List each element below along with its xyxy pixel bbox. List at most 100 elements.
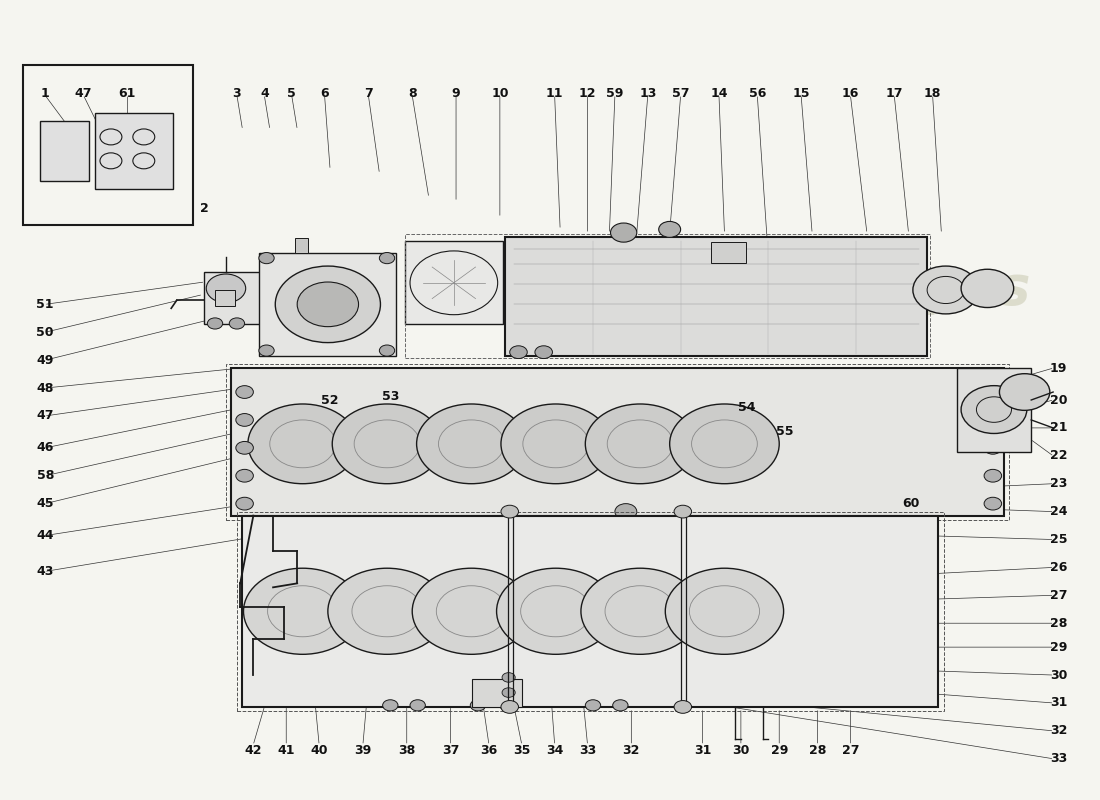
Circle shape bbox=[984, 470, 1002, 482]
Text: 54: 54 bbox=[738, 402, 755, 414]
Bar bbox=[473, 679, 521, 707]
Text: 31: 31 bbox=[1049, 697, 1067, 710]
Text: 14: 14 bbox=[711, 86, 728, 99]
Text: 39: 39 bbox=[354, 744, 372, 758]
Bar bbox=[405, 234, 931, 358]
Text: 53: 53 bbox=[382, 390, 399, 402]
Text: 9: 9 bbox=[452, 86, 461, 99]
Text: 1: 1 bbox=[41, 86, 50, 99]
Bar bbox=[957, 368, 1031, 452]
Circle shape bbox=[235, 414, 253, 426]
Text: 35: 35 bbox=[513, 744, 530, 758]
Bar bbox=[23, 65, 194, 225]
Circle shape bbox=[502, 688, 515, 698]
Text: 50: 50 bbox=[36, 326, 54, 338]
Text: 52: 52 bbox=[321, 394, 339, 406]
Circle shape bbox=[500, 404, 610, 484]
Circle shape bbox=[913, 266, 979, 314]
Bar bbox=[505, 237, 927, 356]
Text: 33: 33 bbox=[579, 744, 596, 758]
Text: 60: 60 bbox=[902, 497, 920, 510]
Circle shape bbox=[674, 701, 692, 714]
Text: 6: 6 bbox=[320, 86, 329, 99]
Circle shape bbox=[535, 346, 552, 358]
Circle shape bbox=[383, 700, 398, 711]
Text: 13: 13 bbox=[639, 86, 657, 99]
Circle shape bbox=[615, 504, 637, 519]
Text: 40: 40 bbox=[310, 744, 328, 758]
Circle shape bbox=[332, 404, 442, 484]
Text: 7: 7 bbox=[364, 86, 373, 99]
Bar bbox=[405, 241, 503, 324]
Text: 18: 18 bbox=[924, 86, 942, 99]
Bar bbox=[231, 368, 1004, 515]
Text: 24: 24 bbox=[1049, 505, 1067, 518]
Text: 42: 42 bbox=[244, 744, 262, 758]
Bar bbox=[712, 242, 747, 263]
Text: 1985: 1985 bbox=[878, 409, 1008, 473]
Circle shape bbox=[500, 506, 518, 518]
Text: 41: 41 bbox=[277, 744, 295, 758]
Text: 10: 10 bbox=[491, 86, 508, 99]
Text: 29: 29 bbox=[1049, 641, 1067, 654]
Circle shape bbox=[499, 700, 515, 711]
Text: 56: 56 bbox=[749, 86, 766, 99]
Text: 61: 61 bbox=[119, 86, 136, 99]
Text: 47: 47 bbox=[75, 86, 92, 99]
Circle shape bbox=[235, 442, 253, 454]
Text: 55: 55 bbox=[776, 426, 793, 438]
Text: 38: 38 bbox=[398, 744, 416, 758]
Bar bbox=[95, 113, 174, 189]
Text: 5: 5 bbox=[287, 86, 296, 99]
Text: 59: 59 bbox=[606, 86, 624, 99]
Circle shape bbox=[674, 506, 692, 518]
Circle shape bbox=[235, 470, 253, 482]
Text: 26: 26 bbox=[1049, 561, 1067, 574]
Text: 23: 23 bbox=[1049, 478, 1067, 490]
Text: 8: 8 bbox=[408, 86, 417, 99]
Text: 29: 29 bbox=[770, 744, 788, 758]
Circle shape bbox=[417, 404, 526, 484]
Text: 32: 32 bbox=[623, 744, 640, 758]
Circle shape bbox=[208, 318, 222, 329]
Circle shape bbox=[500, 701, 518, 714]
Text: 30: 30 bbox=[733, 744, 749, 758]
Text: 12: 12 bbox=[579, 86, 596, 99]
Text: 15: 15 bbox=[792, 86, 810, 99]
Text: 31: 31 bbox=[694, 744, 712, 758]
Circle shape bbox=[229, 318, 244, 329]
Text: europes: europes bbox=[790, 263, 1031, 315]
Text: 21: 21 bbox=[1049, 422, 1067, 434]
Circle shape bbox=[471, 700, 485, 711]
Circle shape bbox=[613, 700, 628, 711]
Bar bbox=[258, 253, 396, 356]
Text: 17: 17 bbox=[886, 86, 903, 99]
Circle shape bbox=[258, 345, 274, 356]
Text: 36: 36 bbox=[481, 744, 497, 758]
Circle shape bbox=[509, 346, 527, 358]
Bar bbox=[236, 512, 944, 711]
Circle shape bbox=[297, 282, 359, 326]
Bar bbox=[226, 364, 1010, 519]
Text: a passion for: a passion for bbox=[637, 377, 860, 406]
Circle shape bbox=[666, 568, 783, 654]
Bar bbox=[205, 273, 270, 324]
Circle shape bbox=[984, 386, 1002, 398]
Circle shape bbox=[502, 673, 515, 682]
Bar bbox=[40, 121, 89, 181]
Circle shape bbox=[1000, 374, 1049, 410]
Text: 27: 27 bbox=[1049, 589, 1067, 602]
Circle shape bbox=[275, 266, 381, 342]
Text: 27: 27 bbox=[842, 744, 859, 758]
Circle shape bbox=[984, 414, 1002, 426]
Circle shape bbox=[585, 404, 695, 484]
Text: 20: 20 bbox=[1049, 394, 1067, 406]
Circle shape bbox=[235, 498, 253, 510]
Bar bbox=[295, 238, 308, 253]
Text: 28: 28 bbox=[808, 744, 826, 758]
Circle shape bbox=[235, 386, 253, 398]
Text: 44: 44 bbox=[36, 529, 54, 542]
Circle shape bbox=[379, 253, 395, 264]
Circle shape bbox=[412, 568, 530, 654]
Text: 37: 37 bbox=[442, 744, 460, 758]
